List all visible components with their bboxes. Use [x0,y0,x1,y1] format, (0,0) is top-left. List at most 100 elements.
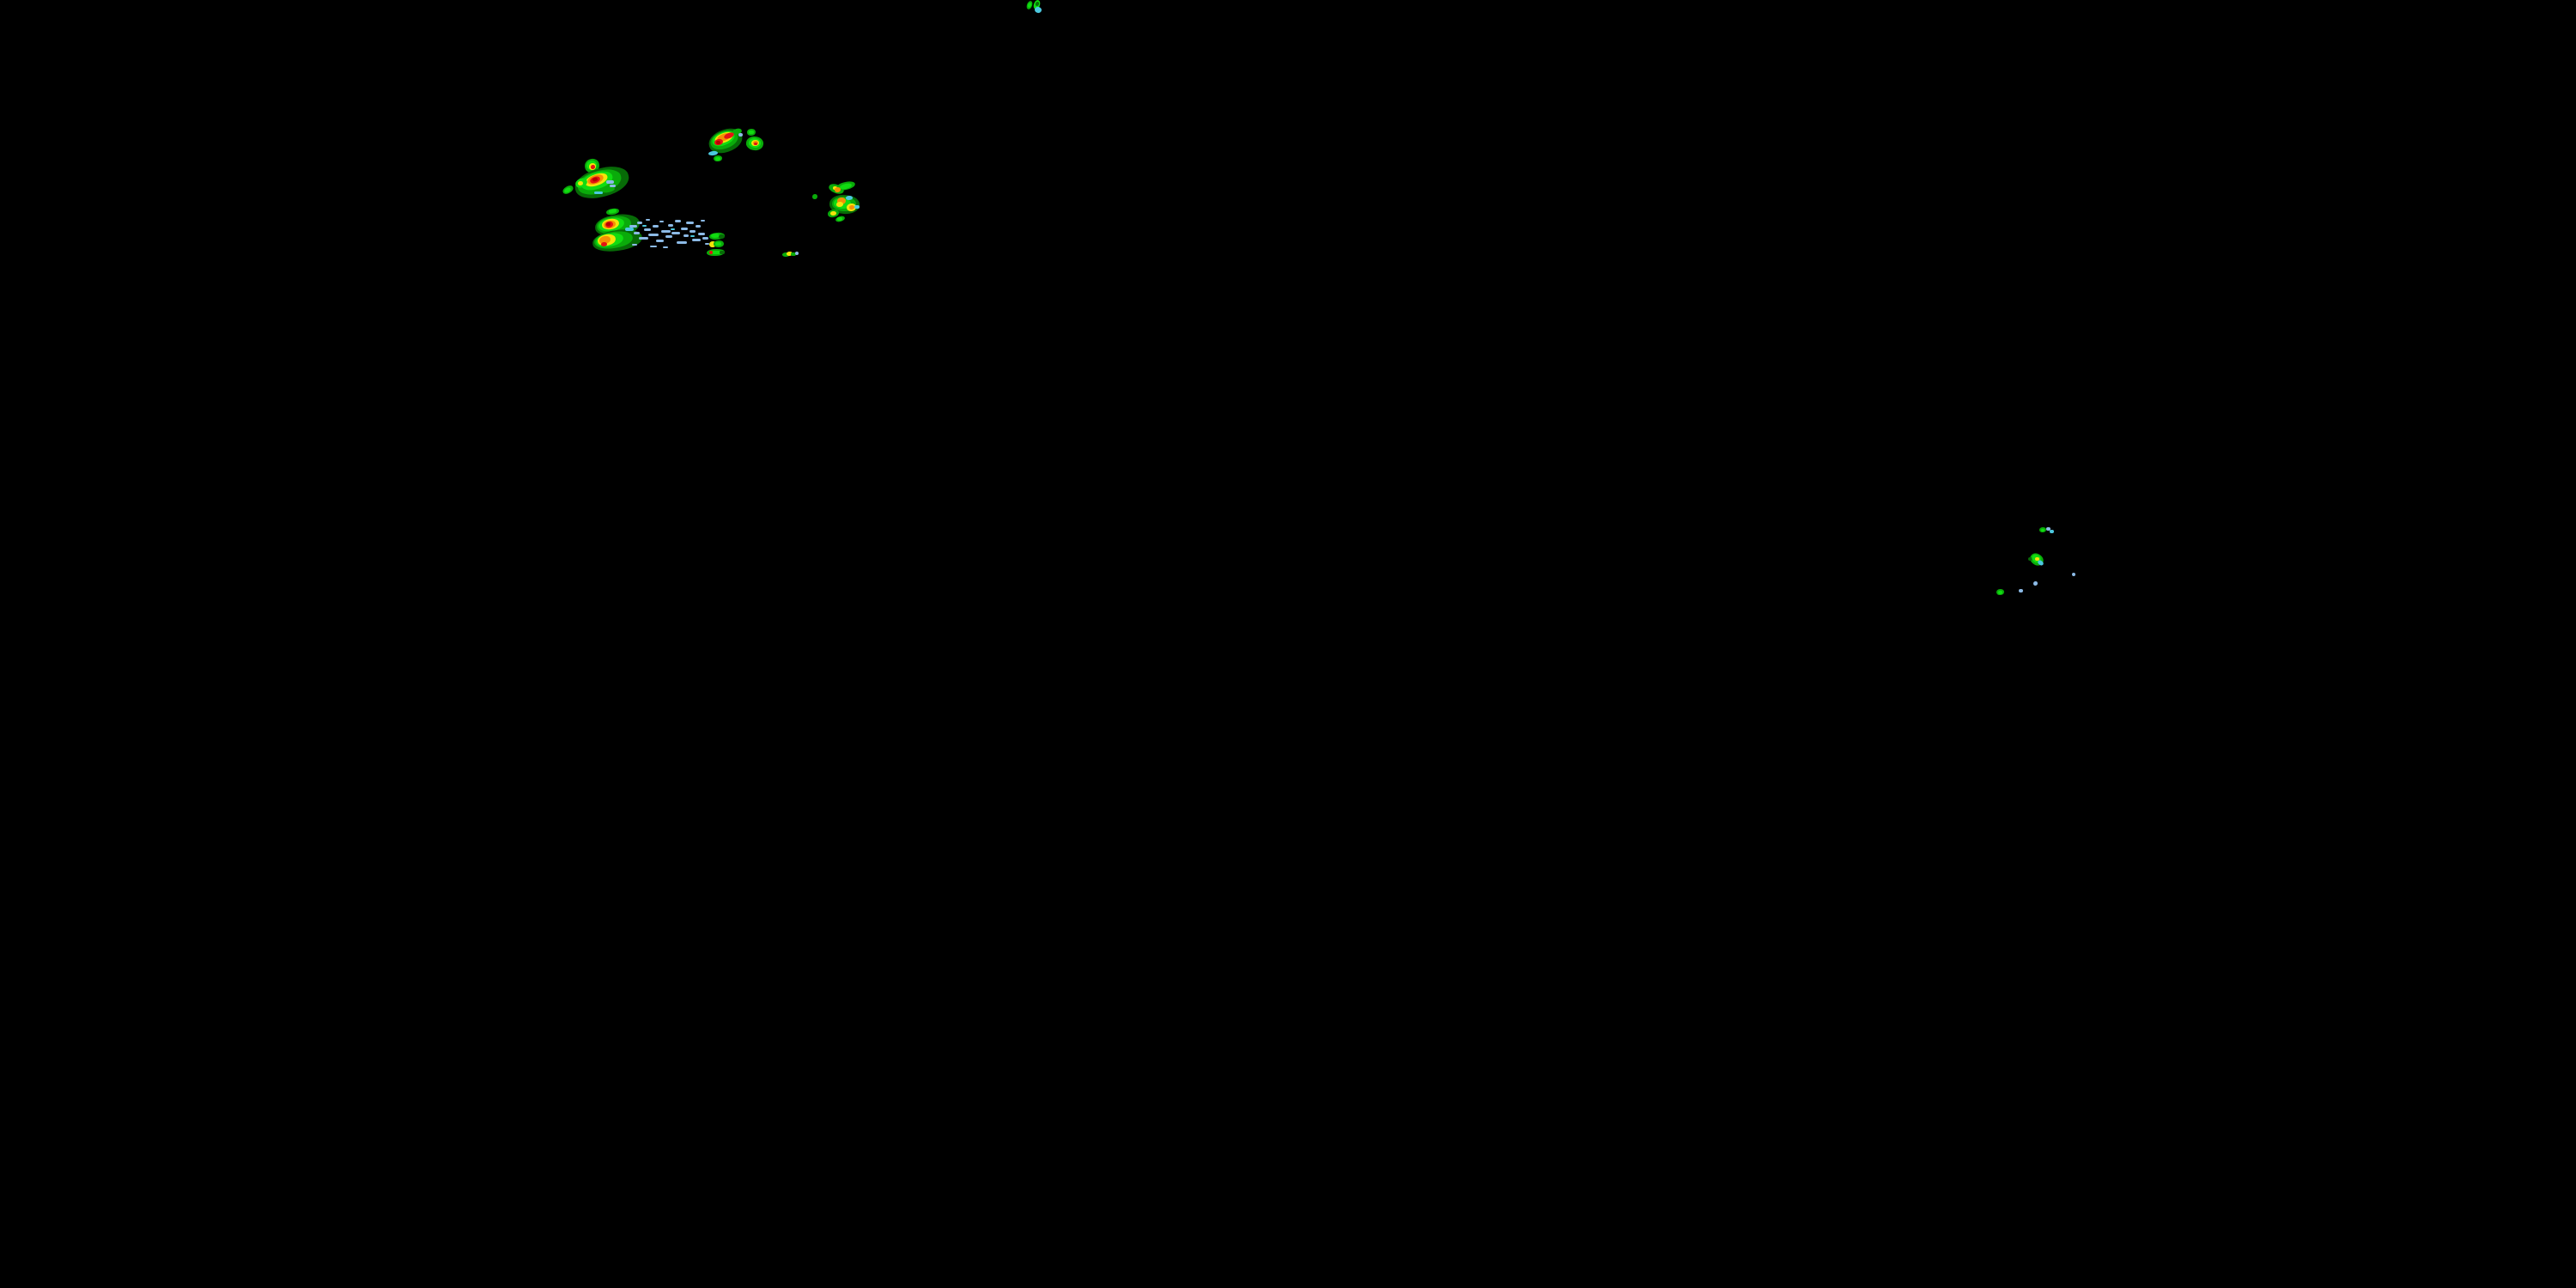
radar-echo-patch [596,214,632,236]
radar-echo-patch [648,234,659,236]
radar-echo-patch [716,131,732,143]
radar-echo-patch [705,125,746,157]
radar-echo-patch [601,242,607,246]
radar-echo-patch [833,197,852,210]
radar-echo-patch [2033,581,2038,586]
radar-echo-patch [751,140,759,146]
radar-echo-patch [574,176,589,190]
radar-echo-patch [605,221,614,228]
radar-echo-patch [675,220,681,222]
radar-echo-patch [829,193,860,216]
radar-echo-patch [1027,2,1032,9]
radar-echo-patch [650,246,657,247]
radar-echo-patch [710,128,737,149]
radar-echo-patch [854,205,860,209]
radar-echo-patch [663,246,668,248]
radar-echo-patch [589,175,601,185]
radar-echo-patch [2035,557,2039,561]
radar-echo-patch [830,211,836,216]
radar-echo-patch [791,252,796,256]
radar-echo-patch [595,231,624,249]
radar-echo-patch [671,228,675,230]
radar-echo-patch [2027,550,2046,568]
radar-echo-patch [2019,589,2023,592]
radar-echo-patch [782,252,790,257]
radar-echo-patch [2046,527,2050,531]
radar-echo-patch [579,168,615,193]
radar-echo-patch [681,228,688,230]
radar-echo-patch [639,237,648,240]
radar-echo-patch [833,186,837,190]
radar-echo-patch [561,184,575,196]
radar-echo-patch [1035,1,1040,7]
radar-echo-patch [2039,527,2046,532]
radar-echo-patch [847,204,856,211]
radar-echo-patch [653,225,659,228]
radar-echo-patch [608,209,617,214]
radar-echo-patch [661,230,671,233]
radar-echo-patch [571,161,633,204]
radar-echo-patch [836,202,843,207]
radar-echo-patch [601,217,620,231]
radar-echo-patch [1034,5,1042,15]
radar-echo-patch [592,177,598,182]
radar-echo-patch [589,163,596,170]
radar-echo-patch [644,228,651,231]
radar-echo-patch [705,243,709,245]
radar-echo-patch [598,216,625,234]
radar-echo-patch [656,240,664,242]
radar-echo-patch [629,225,637,228]
radar-echo-patch [1998,591,2002,594]
radar-echo-patch [586,161,597,170]
radar-echo-patch [714,155,722,161]
radar-echo-patch [659,221,664,222]
radar-echo-patch [716,141,720,144]
radar-echo-patch [701,220,705,222]
radar-echo-patch [646,219,650,221]
radar-echo-patch [837,217,842,221]
radar-echo-patch [715,242,721,246]
radar-echo-patch [748,137,762,149]
radar-echo-patch [591,227,644,254]
radar-echo-patch [837,197,846,204]
radar-echo-patch [787,252,793,256]
radar-echo-patch [692,239,701,241]
radar-echo-patch [2050,530,2054,533]
radar-echo-patch [1025,0,1034,10]
radar-echo-patch [747,129,756,136]
radar-echo-patch [711,234,720,238]
radar-echo-patch [708,127,741,153]
radar-echo-patch [586,173,605,186]
radar-echo-patch [671,232,680,234]
radar-echo-patch [714,138,724,146]
radar-echo-patch [690,230,696,233]
radar-echo-patch [713,130,735,146]
radar-echo-patch [827,181,846,197]
radar-echo-patch [683,234,689,237]
radar-echo-patch [677,241,687,244]
radar-echo-patch [849,205,854,210]
radar-echo-patch [744,135,765,152]
radar-echo-patch [738,133,743,137]
radar-echo-patch [578,181,583,185]
radar-echo-patch [708,150,719,156]
radar-echo-patch [696,225,701,228]
radar-echo-patch [714,240,724,247]
radar-echo-patch [2041,529,2044,532]
radar-echo-patch [812,194,817,199]
radar-echo-patch [610,185,616,187]
radar-echo-patch [708,232,726,240]
radar-echo-patch [574,166,624,198]
radar-echo-patch [723,131,735,140]
radar-echo-patch [690,235,695,237]
radar-echo-patch [583,171,610,189]
radar-echo-patch [835,215,846,223]
radar-echo-patch [831,195,857,213]
radar-echo-patch [715,157,720,161]
radar-echo-patch [749,131,754,134]
radar-echo-patch [637,222,642,224]
radar-echo-patch [835,187,841,192]
radar-echo-patch [795,252,799,255]
